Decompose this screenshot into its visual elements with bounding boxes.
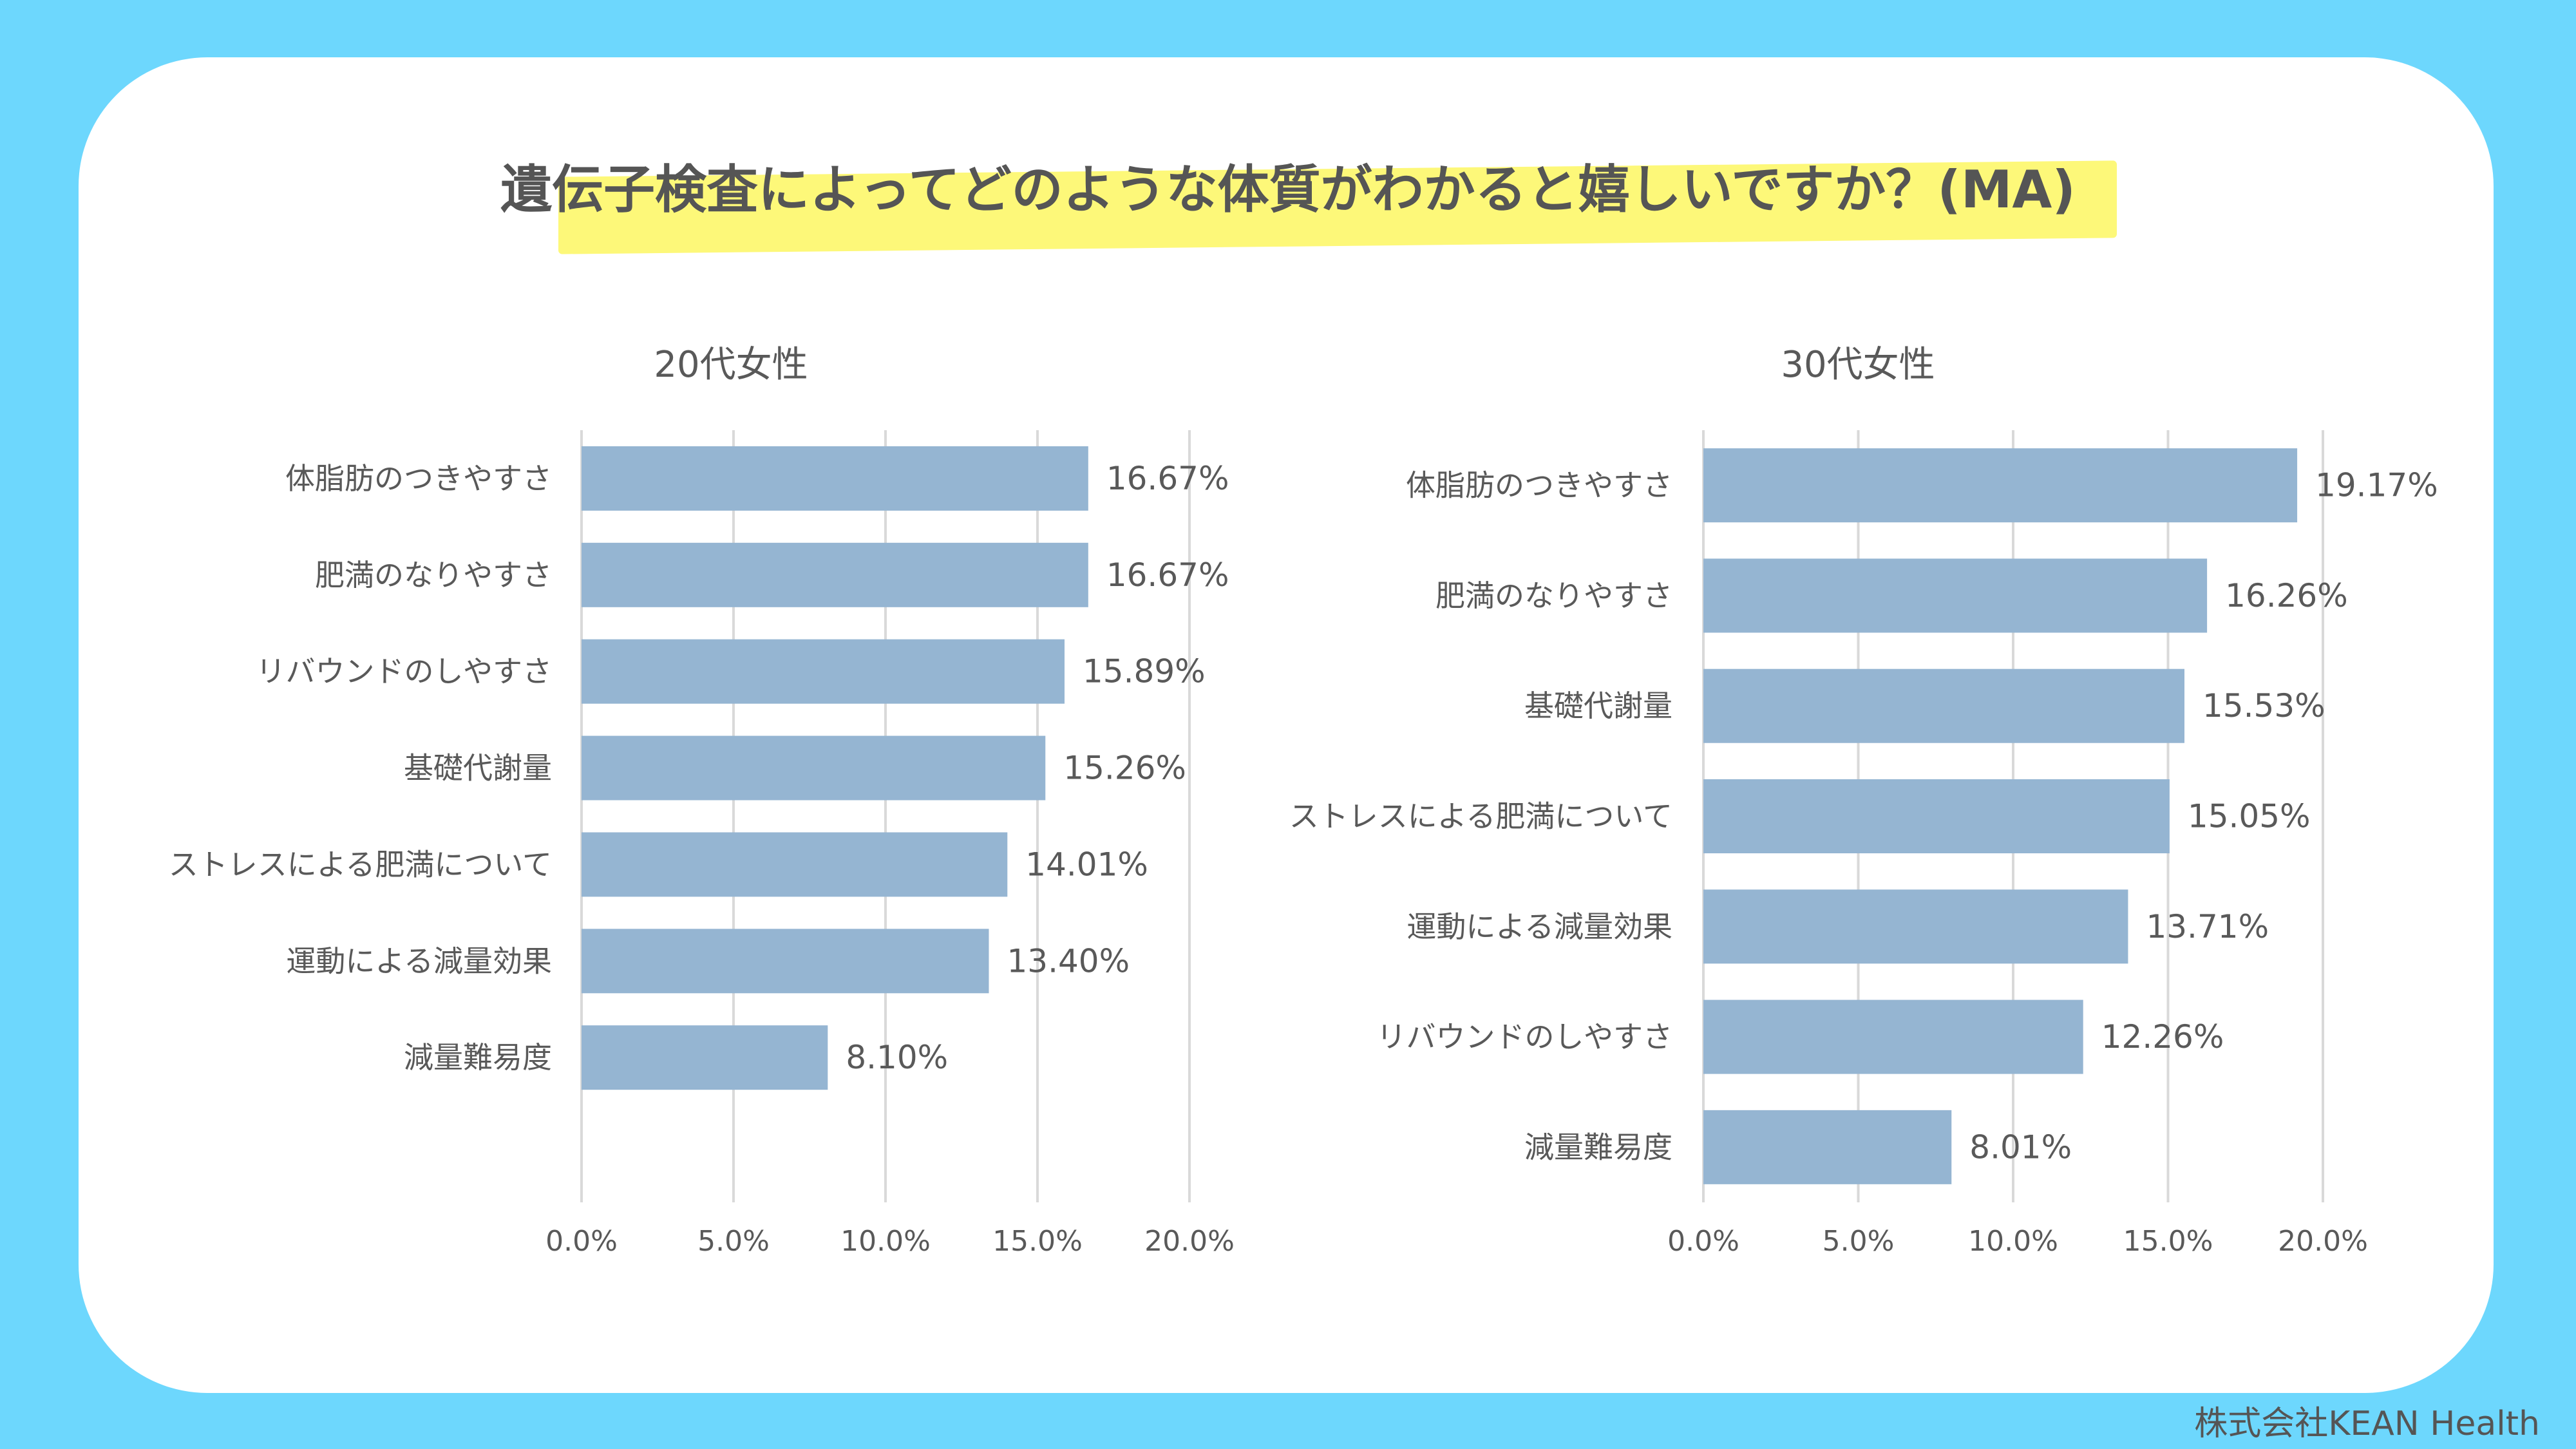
data-label: 19.17% [2315, 467, 2438, 504]
bar [1703, 999, 2083, 1074]
x-tick-label: 0.0% [1667, 1225, 1739, 1258]
bar [1703, 1110, 1952, 1184]
bar [1703, 558, 2208, 633]
category-label: 肥満のなりやすさ [1435, 578, 1672, 613]
bar [582, 832, 1008, 897]
x-tick-label: 5.0% [697, 1225, 770, 1258]
data-label: 15.53% [2202, 687, 2325, 724]
category-label: 運動による減量効果 [1406, 909, 1672, 944]
x-tick-label: 10.0% [1968, 1225, 2058, 1258]
x-tick-label: 15.0% [992, 1225, 1083, 1258]
category-label: リバウンドのしやすさ [1376, 1019, 1672, 1054]
bar [1703, 668, 2184, 743]
category-label: 減量難易度 [404, 1040, 552, 1075]
category-label: リバウンドのしやすさ [256, 654, 552, 689]
data-label: 12.26% [2101, 1018, 2224, 1056]
category-label: 減量難易度 [1524, 1130, 1672, 1164]
data-label: 16.26% [2225, 577, 2348, 614]
category-label: 肥満のなりやすさ [315, 558, 552, 592]
x-tick-label: 20.0% [1144, 1225, 1235, 1258]
bar [582, 542, 1088, 607]
category-label: 体脂肪のつきやすさ [1406, 468, 1672, 503]
data-label: 13.71% [2146, 908, 2269, 945]
category-label: 体脂肪のつきやすさ [285, 461, 552, 496]
bar [1703, 889, 2128, 964]
data-label: 16.67% [1106, 460, 1229, 497]
category-label: 基礎代謝量 [1524, 688, 1672, 723]
chart-title: 20代女性 [654, 344, 808, 386]
category-label: ストレスによる肥満について [1289, 799, 1672, 834]
category-label: 運動による減量効果 [286, 943, 552, 978]
x-tick-label: 0.0% [545, 1225, 618, 1258]
bar [582, 639, 1065, 704]
x-tick-label: 10.0% [840, 1225, 931, 1258]
chart-title: 30代女性 [1781, 344, 1935, 386]
category-label: 基礎代謝量 [404, 751, 552, 786]
bar [582, 929, 989, 994]
category-label: ストレスによる肥満について [169, 847, 552, 882]
data-label: 15.26% [1063, 750, 1186, 787]
bar [582, 446, 1088, 511]
company-name: 株式会社KEAN Health [2194, 1405, 2540, 1443]
page-title: 遺伝子検査によってどのような体質がわかると嬉しいですか？(MA) [500, 160, 2076, 220]
x-tick-label: 5.0% [1823, 1225, 1895, 1258]
data-label: 14.01% [1025, 846, 1148, 883]
data-label: 15.05% [2188, 798, 2311, 835]
bar [1703, 448, 2298, 523]
data-label: 15.89% [1083, 653, 1206, 690]
data-label: 8.01% [1969, 1128, 2072, 1166]
bar [582, 735, 1046, 800]
bar [1703, 779, 2170, 853]
data-label: 13.40% [1007, 942, 1130, 980]
bar [582, 1025, 828, 1090]
x-tick-label: 15.0% [2123, 1225, 2213, 1258]
data-label: 8.10% [846, 1039, 948, 1076]
x-tick-label: 20.0% [2278, 1225, 2368, 1258]
data-label: 16.67% [1106, 556, 1229, 594]
